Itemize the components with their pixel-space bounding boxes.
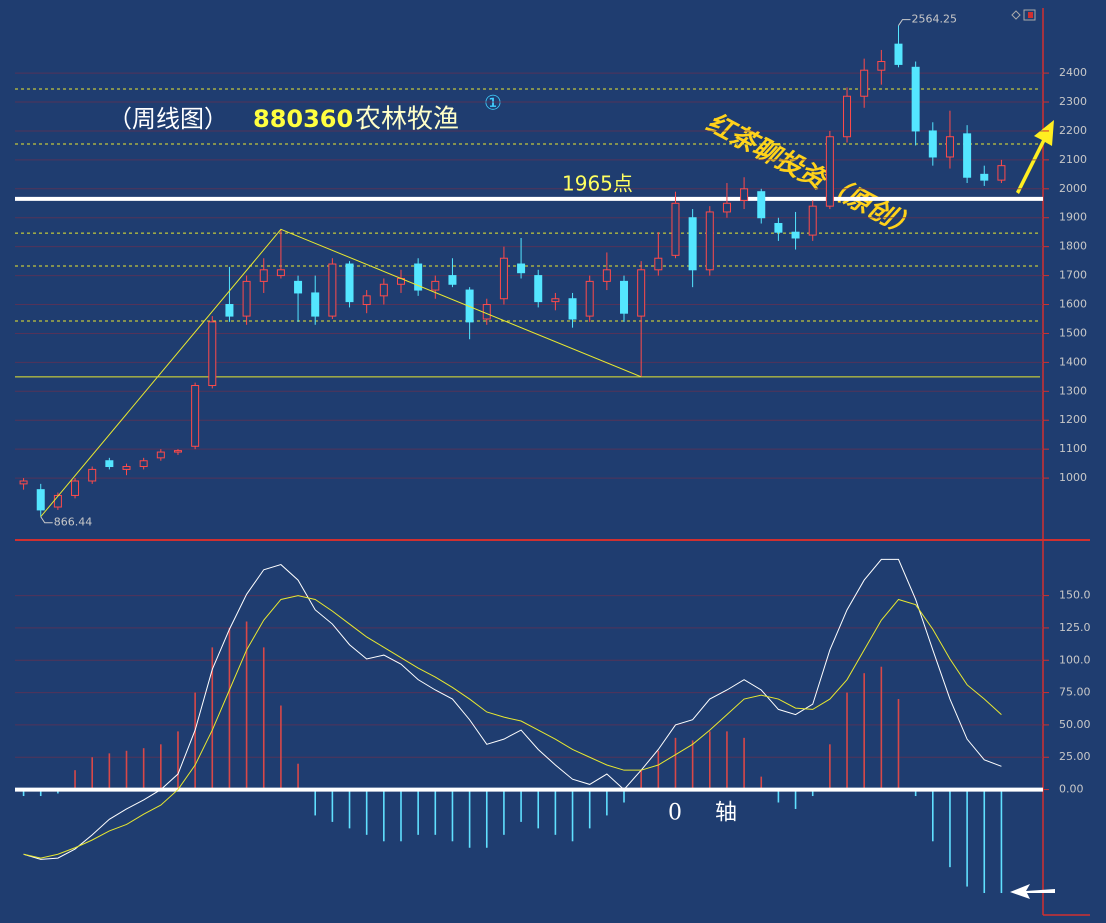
y-tick-label: 1700 (1059, 269, 1087, 282)
icon-diamond[interactable] (1011, 10, 1021, 20)
candle-body (71, 480, 80, 496)
candle-body (637, 269, 646, 317)
candle-body (877, 61, 886, 71)
candle-body (688, 217, 697, 271)
candle-body (774, 223, 783, 233)
candle-body (414, 263, 423, 291)
title-prefix: （周线图） (108, 105, 228, 133)
up-arrow (1016, 120, 1054, 194)
high-label: 2564.25 (911, 13, 957, 26)
candle-body (945, 136, 954, 158)
index-code: 880360 (253, 105, 353, 133)
candle-body (740, 188, 749, 201)
candle-body (53, 494, 62, 508)
y-tick-label: 1800 (1059, 240, 1087, 253)
candle-body (997, 165, 1006, 181)
candle-body (294, 280, 303, 294)
zero-axis-label: 0 轴 (668, 801, 737, 826)
y-tick-label: 1100 (1059, 442, 1087, 455)
candle-body (602, 269, 611, 282)
candle-body (980, 173, 989, 181)
candle-body (808, 205, 817, 236)
high-leader (898, 19, 911, 26)
candle-body (105, 460, 114, 468)
candle-body (894, 43, 903, 65)
candle-body (843, 95, 852, 138)
candle-body (379, 283, 388, 297)
candle-body (311, 292, 320, 317)
y-tick-label: 2400 (1059, 66, 1087, 79)
candle-body (534, 275, 543, 303)
macd-line (23, 558, 1002, 860)
candle-body (242, 280, 251, 317)
y-tick-label: 0.00 (1059, 783, 1084, 796)
candle-body (860, 69, 869, 97)
candle-body (362, 295, 371, 306)
candle-body (482, 304, 491, 320)
candle-body (705, 211, 714, 271)
y-tick-label: 25.00 (1059, 750, 1091, 763)
y-tick-label: 2100 (1059, 153, 1087, 166)
trend-line (40, 228, 642, 518)
candle-body (36, 489, 45, 511)
y-tick-label: 1200 (1059, 413, 1087, 426)
candle-body (517, 263, 526, 274)
y-tick-label: 2000 (1059, 182, 1087, 195)
left-arrow (1010, 884, 1055, 899)
candle-body (173, 450, 182, 453)
candle-body (911, 66, 920, 132)
y-tick-label: 1500 (1059, 326, 1087, 339)
y-tick-label: 125.0 (1059, 621, 1091, 634)
key-level-label: 1965点 (562, 171, 633, 195)
candle-body (654, 257, 663, 271)
candle-body (499, 257, 508, 300)
candle-body (225, 304, 234, 317)
candle-body (139, 460, 148, 468)
candle-body (620, 280, 629, 314)
macd-line (23, 595, 1002, 859)
candle-body (551, 298, 560, 303)
low-leader (40, 516, 53, 524)
candle-body (757, 191, 766, 219)
y-tick-label: 75.00 (1059, 686, 1091, 699)
candle-body (465, 289, 474, 323)
index-name: 农林牧渔 (355, 105, 459, 135)
window-icons (1011, 9, 1036, 21)
candle-body (156, 451, 165, 459)
candle-body (345, 263, 354, 303)
candle-body (328, 263, 337, 317)
candle-body (963, 133, 972, 178)
y-tick-label: 1900 (1059, 211, 1087, 224)
low-label: 866.44 (54, 516, 93, 529)
y-tick-label: 150.0 (1059, 589, 1091, 602)
icon-box-fill (1028, 12, 1033, 18)
y-tick-label: 2300 (1059, 95, 1087, 108)
candle-body (88, 468, 97, 482)
y-tick-label: 2200 (1059, 124, 1087, 137)
candle-body (928, 130, 937, 158)
candle-body (825, 136, 834, 207)
candle-body (19, 480, 28, 485)
y-tick-label: 100.0 (1059, 653, 1091, 666)
candle-body (671, 202, 680, 256)
icon-box[interactable] (1023, 9, 1036, 21)
candle-body (722, 202, 731, 213)
candle-body (568, 298, 577, 320)
candle-body (585, 280, 594, 317)
candle-body (791, 231, 800, 239)
candle-body (208, 321, 217, 387)
candle-body (191, 385, 200, 447)
candle-body (259, 269, 268, 282)
y-tick-label: 1600 (1059, 298, 1087, 311)
y-tick-label: 1000 (1059, 471, 1087, 484)
candle-body (276, 269, 285, 277)
y-tick-label: 1400 (1059, 355, 1087, 368)
y-tick-label: 50.00 (1059, 718, 1091, 731)
y-tick-label: 1300 (1059, 384, 1087, 397)
candle-body (122, 466, 131, 470)
candle-body (431, 280, 440, 291)
candle-body (448, 275, 457, 285)
